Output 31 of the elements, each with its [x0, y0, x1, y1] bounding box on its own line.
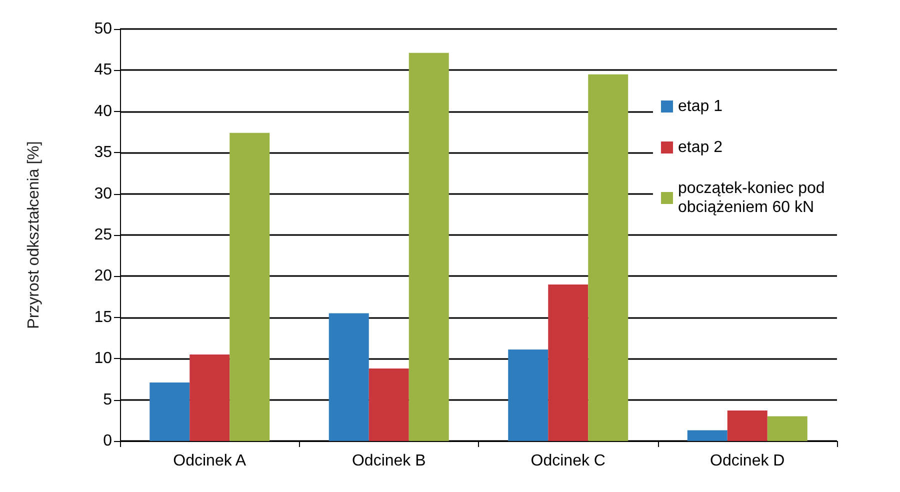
bar — [727, 410, 768, 441]
bar — [408, 52, 449, 441]
bar — [588, 74, 628, 441]
x-tick-label: Odcinek A — [173, 452, 246, 470]
y-tick-label: 5 — [103, 391, 112, 408]
x-tick-label: Odcinek B — [352, 452, 426, 470]
y-tick-label: 50 — [94, 20, 112, 38]
legend-label: początek-koniec pod obciążeniem 60 kN — [678, 180, 830, 216]
bar — [548, 284, 588, 441]
x-tick-label: Odcinek C — [530, 452, 606, 470]
bar — [328, 313, 369, 441]
y-tick-label: 15 — [94, 308, 112, 326]
y-tick-label: 20 — [94, 268, 112, 285]
bar — [230, 132, 270, 441]
bar — [687, 430, 728, 441]
y-tick-label: 45 — [94, 62, 112, 79]
y-tick-label: 40 — [94, 102, 112, 120]
y-tick-label: 10 — [94, 350, 112, 368]
bar — [190, 354, 230, 441]
y-tick-label: 35 — [94, 144, 112, 162]
bar — [368, 368, 409, 441]
y-tick-label: 25 — [94, 226, 112, 244]
legend-label: etap 1 — [678, 98, 723, 115]
bar — [767, 416, 808, 441]
x-tick-label: Odcinek D — [710, 452, 785, 470]
bar — [508, 350, 548, 441]
y-tick-label: 0 — [103, 432, 112, 450]
legend-label: etap 2 — [678, 139, 723, 156]
y-tick-label: 30 — [94, 185, 112, 202]
y-axis-title: Przyrost odkształcenia [%] — [26, 141, 42, 329]
bar — [150, 382, 190, 441]
